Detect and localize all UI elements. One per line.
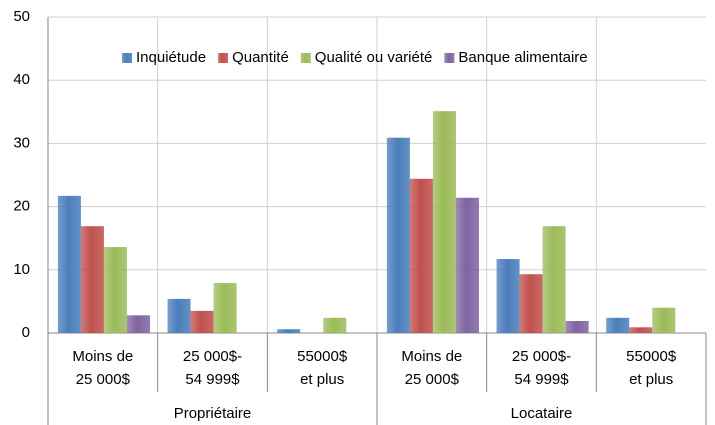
bar (126, 315, 150, 333)
x-tick-label: 55000$ (297, 348, 348, 365)
bar (213, 283, 237, 333)
y-tick-label: 30 (13, 134, 30, 151)
legend-label: Inquiétude (136, 49, 206, 66)
y-tick-label: 0 (22, 324, 30, 341)
x-tick-label: 54 999$ (185, 371, 240, 388)
bar (496, 259, 520, 333)
bar (542, 226, 566, 333)
bar (103, 247, 127, 333)
group-label: Locataire (511, 405, 573, 422)
bar (606, 317, 630, 333)
x-tick-label: 25 000$- (183, 348, 242, 365)
bar (277, 329, 301, 333)
bar (565, 320, 589, 333)
bar (455, 197, 479, 333)
legend-swatch (218, 53, 229, 63)
bar (80, 226, 104, 333)
x-tick-label: 25 000$ (405, 371, 460, 388)
legend-swatch (300, 53, 311, 63)
bar (386, 137, 410, 333)
y-tick-label: 50 (13, 8, 30, 25)
legend-swatch (444, 53, 455, 63)
legend-label: Qualité ou variété (315, 49, 433, 66)
x-tick-label: Moins de (72, 348, 133, 365)
legend-label: Quantité (232, 49, 289, 66)
x-tick-label: et plus (629, 371, 673, 388)
x-tick-label: 55000$ (626, 348, 677, 365)
bar (652, 307, 676, 333)
y-tick-label: 40 (13, 71, 30, 88)
x-tick-label: 54 999$ (514, 371, 569, 388)
bar (519, 274, 543, 333)
x-tick-label: 25 000$ (76, 371, 131, 388)
bar (409, 178, 433, 333)
legend-label: Banque alimentaire (458, 49, 587, 66)
bar (57, 195, 81, 333)
group-label: Propriétaire (174, 405, 252, 422)
x-tick-label: et plus (300, 371, 344, 388)
x-tick-label: Moins de (401, 348, 462, 365)
x-tick-label: 25 000$- (512, 348, 571, 365)
y-tick-label: 10 (13, 261, 30, 278)
bar (432, 111, 456, 333)
bar (323, 317, 347, 333)
bar (629, 327, 653, 333)
legend-swatch (122, 53, 132, 63)
bar (190, 310, 214, 333)
y-tick-label: 20 (13, 198, 30, 215)
bar (167, 298, 191, 333)
